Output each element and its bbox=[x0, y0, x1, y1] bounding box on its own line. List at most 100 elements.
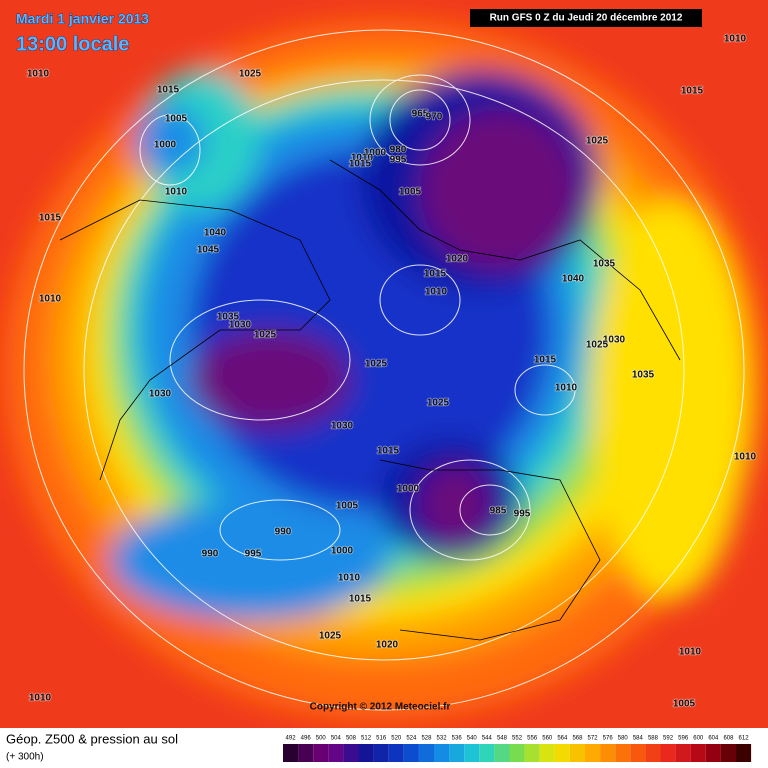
isobar-label: 1000 bbox=[364, 148, 387, 159]
isobar-labels: 1010 102510151005100010101015104010451010… bbox=[26, 33, 757, 711]
isobar-label: 1015 bbox=[681, 86, 704, 97]
scale-swatch bbox=[720, 744, 736, 762]
scale-swatch bbox=[675, 744, 691, 762]
isobar-label: 1005 bbox=[336, 501, 359, 512]
scale-swatch bbox=[464, 744, 480, 762]
scale-swatch bbox=[660, 744, 676, 762]
scale-label: 528 bbox=[421, 736, 432, 742]
scale-swatch bbox=[283, 744, 299, 762]
scale-label: 520 bbox=[391, 736, 402, 742]
scale-swatch bbox=[494, 744, 510, 762]
isobar-label: 1010 bbox=[555, 383, 578, 394]
isobar-label: 1015 bbox=[39, 213, 62, 224]
isobar-label: 1025 bbox=[586, 340, 609, 351]
isobar-label: 995 bbox=[245, 549, 262, 560]
scale-swatch bbox=[434, 744, 450, 762]
scale-label: 580 bbox=[618, 736, 629, 742]
geopotential-field bbox=[4, 20, 764, 720]
scale-swatch bbox=[479, 744, 495, 762]
isobar-label: 1025 bbox=[586, 136, 609, 147]
isobar-label: 1030 bbox=[603, 335, 626, 346]
scale-swatch bbox=[298, 744, 314, 762]
isobar-label: 1035 bbox=[217, 312, 240, 323]
scale-swatch bbox=[313, 744, 329, 762]
scale-label: 552 bbox=[512, 736, 523, 742]
isobar-label: 1005 bbox=[399, 187, 422, 198]
isobar-label: 1005 bbox=[673, 699, 696, 710]
forecast-time: 13:00 locale bbox=[16, 33, 129, 55]
isobar-label: 1010 bbox=[734, 452, 757, 463]
scale-label: 604 bbox=[708, 736, 719, 742]
isobar-label: 965 bbox=[412, 109, 429, 120]
scale-swatch bbox=[705, 744, 721, 762]
scale-label: 524 bbox=[406, 736, 417, 742]
scale-label: 548 bbox=[497, 736, 508, 742]
scale-label: 492 bbox=[286, 736, 297, 742]
isobar-label: 1035 bbox=[632, 370, 655, 381]
isobar-label: 1000 bbox=[331, 546, 354, 557]
scale-label: 584 bbox=[633, 736, 644, 742]
scale-swatch bbox=[569, 744, 585, 762]
color-scale: 492 496 500 504 508 512 516 520 524 528 532 536 540 5… bbox=[283, 736, 752, 762]
scale-label: 516 bbox=[376, 736, 387, 742]
isobar-label: 1015 bbox=[157, 85, 180, 96]
isobar-label: 1030 bbox=[229, 320, 252, 331]
scale-label: 500 bbox=[316, 736, 327, 742]
isobar-label: 1010 bbox=[29, 693, 52, 704]
scale-label: 560 bbox=[542, 736, 553, 742]
forecast-date: Mardi 1 janvier 2013 bbox=[16, 11, 149, 27]
scale-label: 556 bbox=[527, 736, 538, 742]
scale-swatch bbox=[418, 744, 434, 762]
scale-label: 564 bbox=[557, 736, 568, 742]
isobar-label: 1025 bbox=[254, 330, 277, 341]
isobar-label: 1025 bbox=[319, 631, 342, 642]
isobar-label: 970 bbox=[426, 112, 443, 123]
scale-label: 568 bbox=[572, 736, 583, 742]
scale-label: 592 bbox=[663, 736, 674, 742]
isobar-label: 1010 bbox=[425, 287, 448, 298]
isobar-label: 1025 bbox=[239, 69, 262, 80]
scale-label: 600 bbox=[693, 736, 704, 742]
scale-swatch bbox=[509, 744, 525, 762]
isobar-label: 995 bbox=[390, 155, 407, 166]
run-box bbox=[470, 9, 702, 27]
isobar-label: 1000 bbox=[397, 484, 420, 495]
isobar-label: 1015 bbox=[349, 594, 372, 605]
scale-swatch bbox=[403, 744, 419, 762]
scale-swatch bbox=[615, 744, 631, 762]
isobar-label: 1020 bbox=[376, 640, 399, 651]
scale-swatch bbox=[373, 744, 389, 762]
isobars bbox=[23, 29, 745, 711]
isobar-label: 1000 bbox=[154, 140, 177, 151]
scale-swatch bbox=[736, 744, 752, 762]
scale-swatch bbox=[690, 744, 706, 762]
scale-label: 504 bbox=[331, 736, 342, 742]
scale-swatch bbox=[343, 744, 359, 762]
isobar-label: 980 bbox=[390, 145, 407, 156]
isobar-label: 1015 bbox=[534, 355, 557, 366]
isobar-label: 1030 bbox=[331, 421, 354, 432]
scale-swatch bbox=[600, 744, 616, 762]
scale-swatch bbox=[630, 744, 646, 762]
scale-label: 588 bbox=[648, 736, 659, 742]
isobar-label: 1025 bbox=[427, 398, 450, 409]
scale-label: 544 bbox=[482, 736, 493, 742]
scale-label: 536 bbox=[452, 736, 463, 742]
scale-swatch bbox=[554, 744, 570, 762]
scale-label: 572 bbox=[588, 736, 599, 742]
footer-subtitle: (+ 300h) bbox=[6, 752, 44, 763]
scale-label: 532 bbox=[437, 736, 448, 742]
scale-swatch bbox=[524, 744, 540, 762]
isobar-label: 990 bbox=[202, 549, 219, 560]
scale-label: 508 bbox=[346, 736, 357, 742]
isobar-label: 1010 bbox=[165, 187, 188, 198]
scale-swatch bbox=[539, 744, 555, 762]
isobar-label: 1025 bbox=[365, 359, 388, 370]
scale-swatch bbox=[645, 744, 661, 762]
isobar-label: 1045 bbox=[197, 245, 220, 256]
isobar-label: 1040 bbox=[562, 274, 585, 285]
isobar-label: 1010 bbox=[351, 153, 374, 164]
isobar-label: 1010 bbox=[724, 34, 747, 45]
